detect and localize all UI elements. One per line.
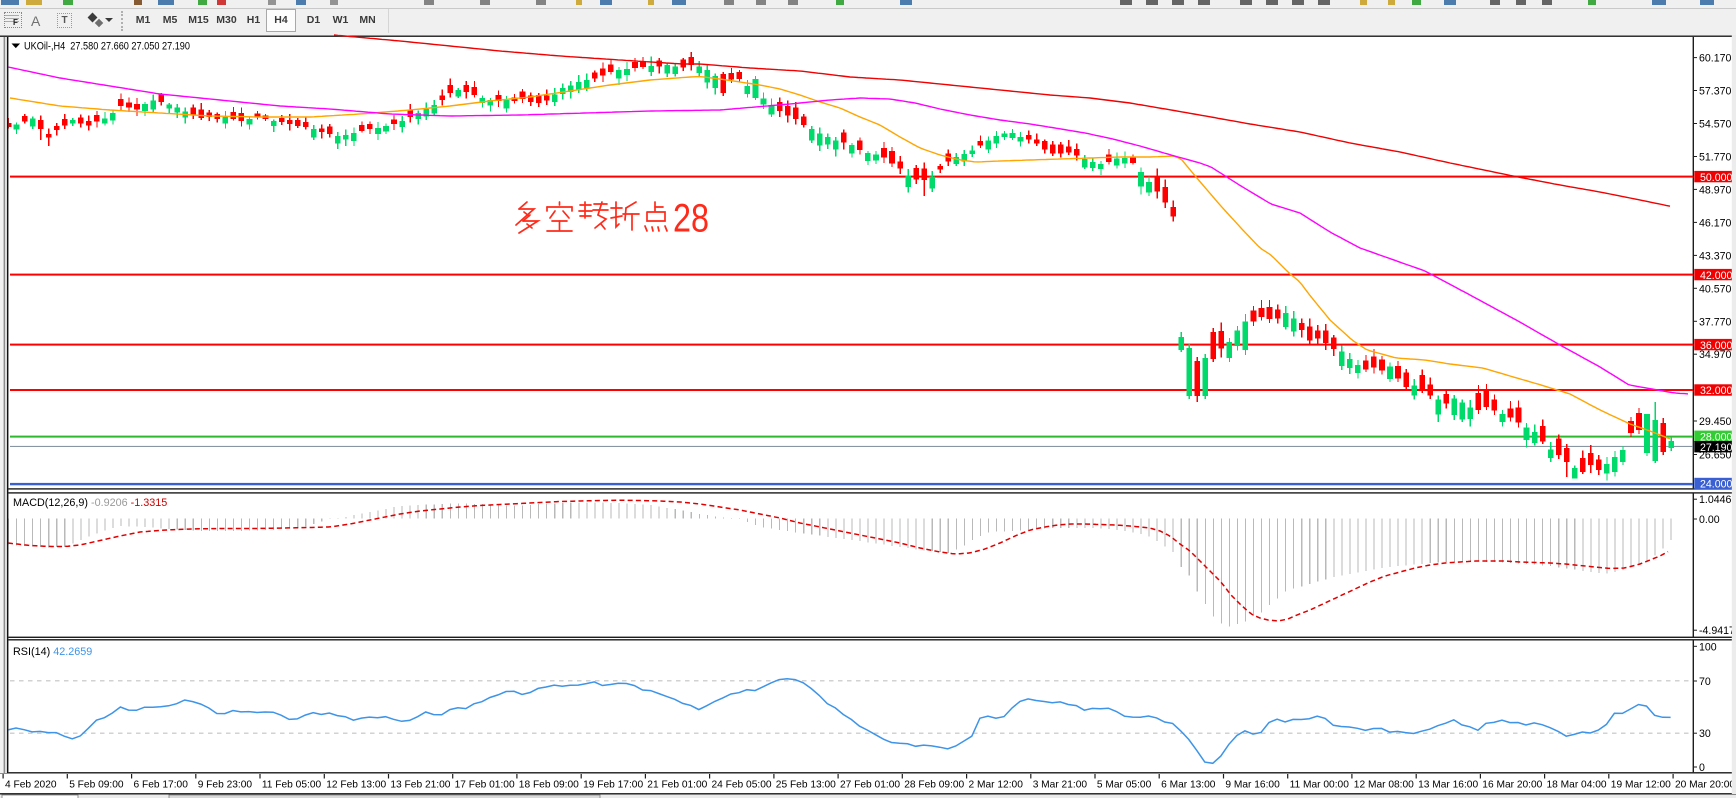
- svg-text:13 Feb 21:00: 13 Feb 21:00: [390, 780, 450, 791]
- svg-text:RSI(14) 42.2659: RSI(14) 42.2659: [13, 646, 92, 658]
- svg-text:42.000: 42.000: [1700, 270, 1733, 282]
- svg-text:MACD(12,26,9) -0.9206 -1.3315: MACD(12,26,9) -0.9206 -1.3315: [13, 497, 167, 509]
- svg-text:5 Feb 09:00: 5 Feb 09:00: [69, 780, 124, 791]
- svg-text:19 Mar 12:00: 19 Mar 12:00: [1611, 780, 1671, 791]
- svg-text:28: 28: [673, 197, 709, 241]
- svg-text:6 Mar 13:00: 6 Mar 13:00: [1161, 780, 1216, 791]
- svg-text:20 Mar 20:00: 20 Mar 20:00: [1675, 780, 1735, 791]
- svg-text:100: 100: [1699, 641, 1717, 653]
- svg-text:48.970: 48.970: [1699, 184, 1732, 196]
- svg-text:46.170: 46.170: [1699, 217, 1732, 229]
- svg-text:70: 70: [1699, 676, 1711, 688]
- svg-text:9 Mar 16:00: 9 Mar 16:00: [1225, 780, 1280, 791]
- svg-text:32.000: 32.000: [1700, 385, 1733, 397]
- svg-text:11 Feb 05:00: 11 Feb 05:00: [262, 780, 322, 791]
- svg-text:5 Mar 05:00: 5 Mar 05:00: [1097, 780, 1152, 791]
- svg-text:1.0446: 1.0446: [1699, 494, 1732, 506]
- svg-text:12 Mar 08:00: 12 Mar 08:00: [1354, 780, 1414, 791]
- svg-text:27.190: 27.190: [1700, 442, 1733, 454]
- svg-text:60.170: 60.170: [1699, 53, 1732, 65]
- svg-text:-4.9417: -4.9417: [1699, 625, 1735, 637]
- svg-text:9 Feb 23:00: 9 Feb 23:00: [198, 780, 253, 791]
- svg-text:21 Feb 01:00: 21 Feb 01:00: [647, 780, 707, 791]
- svg-text:16 Mar 20:00: 16 Mar 20:00: [1482, 780, 1542, 791]
- svg-text:4 Feb 2020: 4 Feb 2020: [5, 780, 57, 791]
- svg-text:40.570: 40.570: [1699, 283, 1732, 295]
- svg-text:36.000: 36.000: [1700, 340, 1733, 352]
- svg-text:50.000: 50.000: [1700, 172, 1733, 184]
- svg-text:24 Feb 05:00: 24 Feb 05:00: [712, 780, 772, 791]
- svg-text:18 Mar 04:00: 18 Mar 04:00: [1547, 780, 1607, 791]
- svg-text:11 Mar 00:00: 11 Mar 00:00: [1290, 780, 1350, 791]
- svg-text:28.000: 28.000: [1700, 432, 1733, 444]
- svg-text:2 Mar 12:00: 2 Mar 12:00: [969, 780, 1024, 791]
- svg-text:6 Feb 17:00: 6 Feb 17:00: [134, 780, 189, 791]
- svg-text:26.650: 26.650: [1699, 450, 1732, 462]
- svg-text:24.000: 24.000: [1700, 479, 1733, 491]
- svg-text:UKOil-,H4 27.580 27.660 27.05: UKOil-,H4 27.580 27.660 27.050 27.190: [24, 41, 190, 53]
- svg-text:57.370: 57.370: [1699, 86, 1732, 98]
- svg-text:37.770: 37.770: [1699, 316, 1732, 328]
- svg-text:27 Feb 01:00: 27 Feb 01:00: [840, 780, 900, 791]
- svg-text:18 Feb 09:00: 18 Feb 09:00: [519, 780, 579, 791]
- svg-text:0: 0: [1699, 762, 1705, 774]
- svg-text:30: 30: [1699, 728, 1711, 740]
- svg-text:34.970: 34.970: [1699, 349, 1732, 361]
- svg-text:29.450: 29.450: [1699, 416, 1732, 428]
- svg-text:43.370: 43.370: [1699, 250, 1732, 262]
- svg-text:0.00: 0.00: [1699, 514, 1720, 526]
- svg-text:3 Mar 21:00: 3 Mar 21:00: [1033, 780, 1088, 791]
- svg-text:13 Mar 16:00: 13 Mar 16:00: [1418, 780, 1478, 791]
- svg-text:25 Feb 13:00: 25 Feb 13:00: [776, 780, 836, 791]
- svg-text:54.570: 54.570: [1699, 119, 1732, 131]
- svg-text:51.770: 51.770: [1699, 152, 1732, 164]
- svg-text:17 Feb 01:00: 17 Feb 01:00: [455, 780, 515, 791]
- svg-text:12 Feb 13:00: 12 Feb 13:00: [326, 780, 386, 791]
- svg-text:28 Feb 09:00: 28 Feb 09:00: [904, 780, 964, 791]
- svg-text:19 Feb 17:00: 19 Feb 17:00: [583, 780, 643, 791]
